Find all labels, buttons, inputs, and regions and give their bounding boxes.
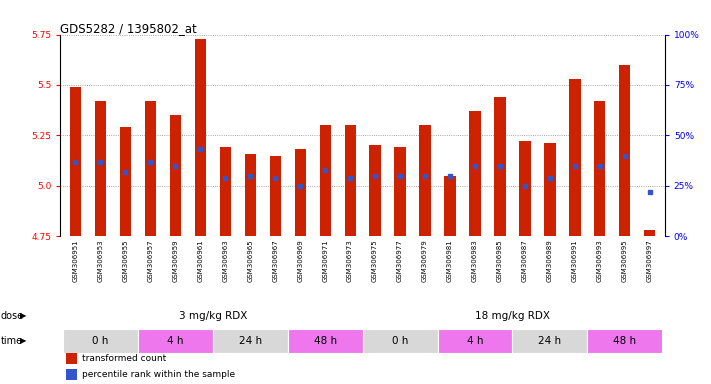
Text: GSM306997: GSM306997 [647, 240, 653, 282]
Bar [594, 101, 606, 236]
Text: GSM306993: GSM306993 [597, 240, 603, 282]
Text: GSM306969: GSM306969 [297, 240, 303, 282]
Text: GSM306951: GSM306951 [73, 240, 78, 282]
Bar [587, 329, 662, 353]
Text: GSM306989: GSM306989 [547, 240, 553, 282]
Bar [245, 154, 256, 236]
Text: percentile rank within the sample: percentile rank within the sample [82, 370, 235, 379]
Bar [145, 101, 156, 236]
Bar [213, 329, 288, 353]
Text: GSM306967: GSM306967 [272, 240, 278, 282]
Text: 48 h: 48 h [614, 336, 636, 346]
Bar [395, 147, 406, 236]
Text: GSM306971: GSM306971 [322, 240, 328, 282]
Bar [67, 353, 77, 364]
Text: GSM306983: GSM306983 [472, 240, 478, 282]
Text: GSM306981: GSM306981 [447, 240, 453, 282]
Bar [319, 125, 331, 236]
Text: GSM306959: GSM306959 [172, 240, 178, 282]
Text: ▶: ▶ [20, 311, 26, 320]
Bar [63, 329, 138, 353]
Bar [95, 101, 106, 236]
Bar [370, 146, 380, 236]
Text: 0 h: 0 h [92, 336, 109, 346]
Text: GSM306975: GSM306975 [372, 240, 378, 282]
Text: GSM306957: GSM306957 [147, 240, 154, 282]
Bar [644, 230, 656, 236]
Bar [294, 149, 306, 236]
Bar [70, 87, 81, 236]
Bar [437, 329, 513, 353]
Bar [345, 125, 356, 236]
Text: 24 h: 24 h [538, 336, 562, 346]
Text: 24 h: 24 h [239, 336, 262, 346]
Bar [195, 38, 206, 236]
Text: GSM306953: GSM306953 [97, 240, 103, 282]
Text: GSM306955: GSM306955 [122, 240, 129, 282]
Text: dose: dose [1, 311, 24, 321]
Bar [469, 111, 481, 236]
Bar [619, 65, 631, 236]
Bar [513, 329, 587, 353]
Text: GSM306979: GSM306979 [422, 240, 428, 282]
Text: GSM306973: GSM306973 [347, 240, 353, 282]
Text: 4 h: 4 h [466, 336, 483, 346]
Bar [444, 176, 456, 236]
Bar [494, 97, 506, 236]
Bar [138, 329, 213, 353]
Bar [220, 147, 231, 236]
Bar [288, 329, 363, 353]
Text: GDS5282 / 1395802_at: GDS5282 / 1395802_at [60, 22, 197, 35]
Text: time: time [1, 336, 23, 346]
Bar [170, 115, 181, 236]
Bar [570, 79, 580, 236]
Text: GSM306995: GSM306995 [622, 240, 628, 282]
Text: 3 mg/kg RDX: 3 mg/kg RDX [178, 311, 247, 321]
Text: GSM306985: GSM306985 [497, 240, 503, 282]
Text: GSM306977: GSM306977 [397, 240, 403, 282]
Bar [545, 143, 555, 236]
Bar [519, 141, 530, 236]
Text: GSM306961: GSM306961 [197, 240, 203, 282]
Text: GSM306987: GSM306987 [522, 240, 528, 282]
Text: GSM306991: GSM306991 [572, 240, 578, 282]
Bar [269, 156, 281, 236]
Text: transformed count: transformed count [82, 354, 166, 363]
Text: GSM306963: GSM306963 [223, 240, 228, 282]
Text: 4 h: 4 h [167, 336, 183, 346]
Bar [119, 127, 131, 236]
Text: 0 h: 0 h [392, 336, 408, 346]
Bar [419, 125, 431, 236]
Text: 48 h: 48 h [314, 336, 337, 346]
Bar [67, 369, 77, 380]
Text: 18 mg/kg RDX: 18 mg/kg RDX [475, 311, 550, 321]
Text: ▶: ▶ [20, 336, 26, 345]
Text: GSM306965: GSM306965 [247, 240, 253, 282]
Bar [363, 329, 437, 353]
